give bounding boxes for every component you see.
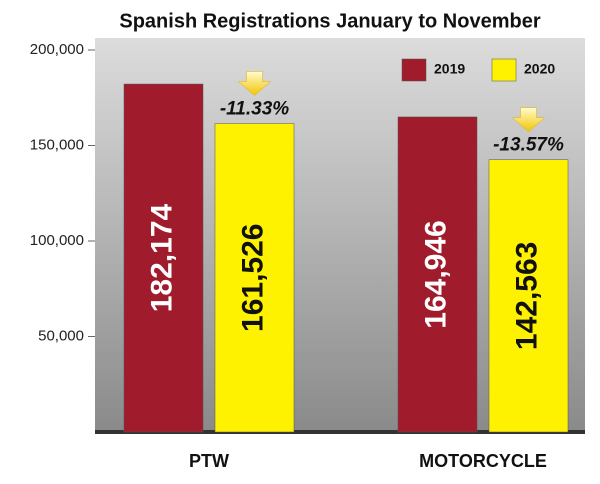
- legend-swatch: [401, 58, 427, 82]
- legend-label: 2020: [524, 61, 555, 77]
- bar-value-label: 164,946: [419, 220, 452, 328]
- bar: [488, 159, 569, 433]
- arrow-icon: [511, 107, 546, 133]
- bar-value-label: 161,526: [236, 224, 269, 332]
- y-tick-label: 50,000: [38, 327, 84, 344]
- bar-value-label: 182,174: [145, 203, 178, 312]
- bar: [123, 83, 204, 433]
- y-tick-label: 100,000: [30, 232, 84, 249]
- change-annotation: -11.33%: [220, 99, 289, 120]
- y-tick-label: 150,000: [30, 136, 84, 153]
- legend-swatch: [491, 58, 517, 82]
- arrow-icon: [237, 71, 272, 96]
- bar: [214, 123, 295, 433]
- legend-label: 2019: [434, 61, 465, 77]
- change-annotation: -13.57%: [493, 135, 564, 156]
- y-tick-label: 200,000: [30, 41, 84, 58]
- x-tick-label: MOTORCYCLE: [419, 451, 547, 471]
- bar-value-label: 142,563: [510, 242, 543, 350]
- bar: [397, 116, 478, 433]
- x-tick-label: PTW: [189, 451, 229, 471]
- chart-title: Spanish Registrations January to Novembe…: [119, 10, 540, 32]
